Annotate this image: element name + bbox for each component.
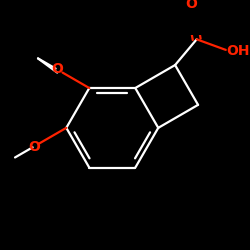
Text: O: O bbox=[51, 62, 63, 76]
Text: O: O bbox=[28, 140, 40, 154]
Text: O: O bbox=[186, 0, 198, 12]
Text: OH: OH bbox=[226, 44, 250, 58]
